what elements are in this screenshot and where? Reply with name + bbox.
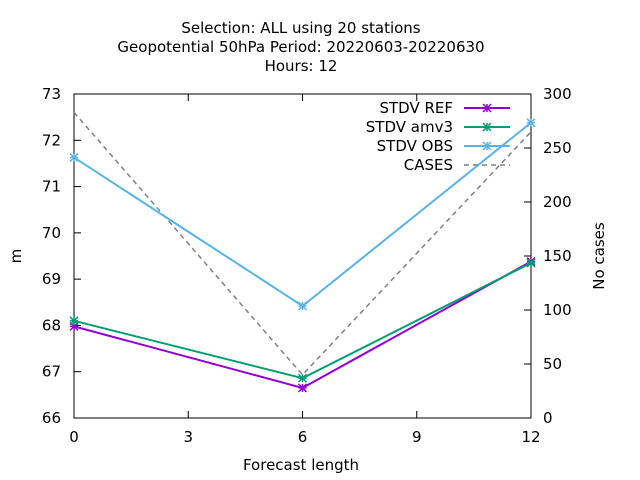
- chart-title: Selection: ALL using 20 stations Geopote…: [117, 19, 484, 75]
- x-axis-label: Forecast length: [243, 456, 359, 474]
- y-tick-label: 67: [42, 363, 61, 381]
- y-tick-label: 69: [42, 270, 61, 288]
- y2-tick-label: 300: [543, 85, 572, 103]
- series-cases: [73, 111, 532, 376]
- legend-label: CASES: [404, 156, 453, 174]
- y-axis-ticks: 66 67 68 69 70 71 72 73: [42, 85, 81, 427]
- x-tick-label: 0: [69, 428, 79, 446]
- data-point-stdv-obs: [297, 301, 308, 311]
- data-point-stdv-obs: [526, 118, 536, 128]
- series-stdv-obs: [69, 118, 536, 311]
- x-tick-label: 6: [298, 428, 308, 446]
- data-point-stdv-amv3: [297, 373, 308, 383]
- chart-title-line-1: Selection: ALL using 20 stations: [181, 19, 420, 37]
- y2-tick-label: 100: [543, 301, 572, 319]
- plot-area-border: [73, 93, 532, 419]
- legend-item-cases: CASES: [404, 156, 510, 174]
- legend-marker: [482, 141, 492, 151]
- data-point-stdv-ref: [297, 383, 308, 393]
- x-tick-label: 3: [183, 428, 193, 446]
- y2-tick-label: 0: [543, 409, 553, 427]
- y-tick-label: 68: [42, 316, 61, 334]
- y-axis-label: m: [7, 249, 25, 264]
- legend-marker: [482, 122, 492, 132]
- legend-item-stdv-obs: STDV OBS: [377, 137, 510, 155]
- y2-tick-label: 50: [543, 355, 562, 373]
- y2-axis-label: No cases: [590, 222, 608, 290]
- x-axis-ticks: 0 3 6 9 12: [69, 94, 541, 446]
- series-line-stdv-amv3: [73, 262, 532, 380]
- y2-tick-label: 250: [543, 139, 572, 157]
- legend-marker: [482, 103, 492, 113]
- y-tick-label: 66: [42, 409, 61, 427]
- x-tick-label: 12: [521, 428, 540, 446]
- legend-label: STDV amv3: [366, 118, 453, 136]
- chart-title-line-2: Geopotential 50hPa Period: 20220603-2022…: [117, 38, 484, 56]
- x-tick-label: 9: [412, 428, 422, 446]
- y2-tick-label: 150: [543, 247, 572, 265]
- series-line-stdv-obs: [73, 121, 532, 308]
- y2-tick-label: 200: [543, 193, 572, 211]
- series-layer: [69, 111, 536, 393]
- legend-label: STDV REF: [379, 99, 453, 117]
- data-point-stdv-amv3: [69, 316, 79, 326]
- series-stdv-amv3: [69, 258, 536, 383]
- y-tick-label: 73: [42, 85, 61, 103]
- y-tick-label: 70: [42, 224, 61, 242]
- data-point-stdv-amv3: [526, 258, 536, 268]
- series-line-cases: [73, 111, 532, 376]
- y2-axis-ticks: 0 50 100 150 200 250 300: [524, 85, 572, 427]
- series-line-stdv-ref: [73, 260, 532, 389]
- legend-label: STDV OBS: [377, 137, 453, 155]
- chart-title-line-3: Hours: 12: [265, 57, 338, 75]
- y-tick-label: 71: [42, 178, 61, 196]
- legend-item-stdv-amv3: STDV amv3: [366, 118, 510, 136]
- data-point-stdv-obs: [69, 152, 79, 162]
- legend-item-stdv-ref: STDV REF: [379, 99, 510, 117]
- y-tick-label: 72: [42, 131, 61, 149]
- series-stdv-ref: [69, 257, 536, 393]
